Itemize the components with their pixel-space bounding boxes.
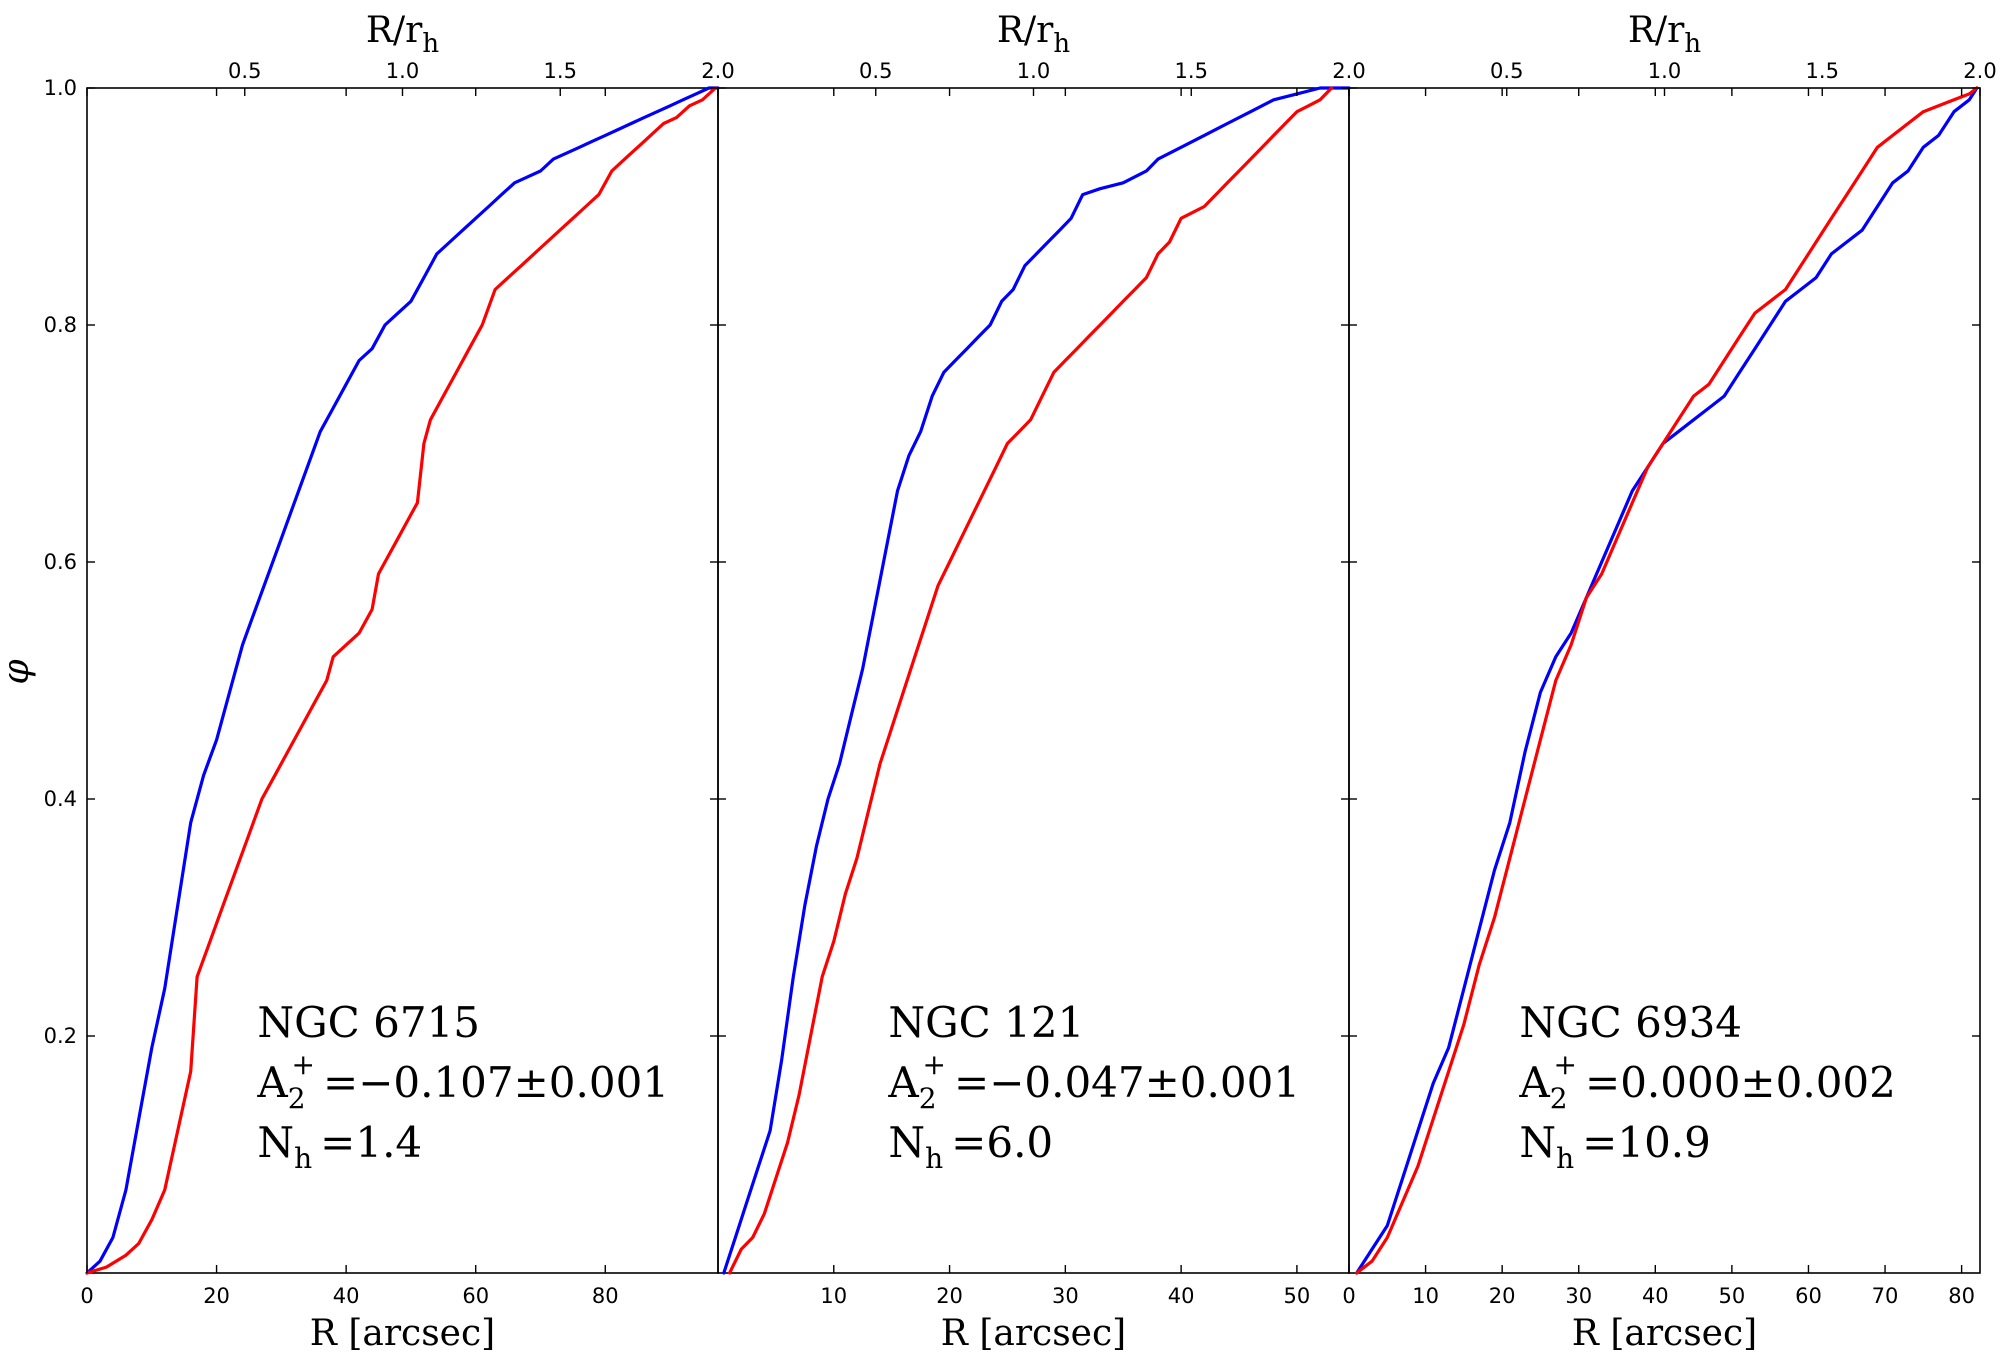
a2-symbol: A — [256, 1058, 288, 1107]
top-x-tick-label: 1.0 — [1017, 59, 1050, 83]
nh-subscript: h — [1556, 1142, 1574, 1175]
x-tick-label: 50 — [1284, 1284, 1311, 1308]
top-x-axis-label-sub: h — [1053, 29, 1070, 59]
x-tick-label: 60 — [462, 1284, 489, 1308]
series-line-red-panel-1 — [85, 86, 718, 1275]
y-tick-label: 1.0 — [44, 76, 77, 100]
series-line-red-panel-3 — [1355, 86, 1979, 1275]
axis-layer: 0 20 40 60 800.5 1.0 1.5 2.00.20.40.60.81.0R [a… — [44, 10, 1997, 1354]
top-x-axis-label-base: R/r — [1628, 10, 1685, 51]
a2-subscript: 2 — [288, 1082, 306, 1115]
a2-subscript: 2 — [1550, 1082, 1568, 1115]
a2-plus-value: A2+ =−0.107±0.001 — [256, 1048, 669, 1115]
series-line-blue-panel-1 — [85, 86, 720, 1275]
top-x-tick-label: 2.0 — [701, 59, 734, 83]
a2-plus-value: A2+ =0.000±0.002 — [1518, 1048, 1896, 1115]
top-x-axis-label-base: R/r — [366, 10, 423, 51]
cluster-name: NGC 121 — [888, 998, 1084, 1047]
top-x-tick-label: 1.5 — [1806, 59, 1839, 83]
top-x-tick-label: 2.0 — [1963, 59, 1996, 83]
a2-superscript: + — [1554, 1048, 1577, 1081]
x-tick-label: 40 — [1168, 1284, 1195, 1308]
top-x-tick-label: 0.5 — [1490, 59, 1523, 83]
x-tick-label: 80 — [592, 1284, 619, 1308]
nh-symbol: N — [257, 1118, 294, 1167]
y-tick-label: 0.4 — [44, 787, 77, 811]
top-x-axis-label-base: R/r — [997, 10, 1054, 51]
a2-superscript: + — [292, 1048, 315, 1081]
a2-symbol: A — [1518, 1058, 1550, 1107]
x-tick-label: 30 — [1052, 1284, 1079, 1308]
top-x-tick-label: 0.5 — [228, 59, 261, 83]
x-tick-label: 80 — [1948, 1284, 1975, 1308]
plot-layer — [85, 86, 1979, 1275]
a2-subscript: 2 — [919, 1082, 937, 1115]
x-tick-label: 70 — [1872, 1284, 1899, 1308]
x-axis-label: R [arcsec] — [1572, 1313, 1757, 1352]
x-tick-label: 10 — [1412, 1284, 1439, 1308]
y-tick-label: 0.8 — [44, 313, 77, 337]
nh-value-text: =1.4 — [320, 1118, 422, 1167]
top-x-tick-label: 0.5 — [859, 59, 892, 83]
x-axis-label: R [arcsec] — [941, 1313, 1126, 1352]
a2-superscript: + — [923, 1048, 946, 1081]
cluster-name: NGC 6934 — [1519, 998, 1742, 1047]
nh-value: Nh =10.9 — [1519, 1118, 1711, 1175]
top-x-axis-label: R/rh — [1628, 10, 1701, 59]
top-x-tick-label: 1.0 — [1648, 59, 1681, 83]
nh-symbol: N — [888, 1118, 925, 1167]
x-tick-label: 20 — [203, 1284, 230, 1308]
x-tick-label: 10 — [820, 1284, 847, 1308]
top-x-tick-label: 1.0 — [386, 59, 419, 83]
cluster-name: NGC 6715 — [257, 998, 480, 1047]
top-x-axis-label-sub: h — [1684, 29, 1701, 59]
top-x-tick-label: 1.5 — [1175, 59, 1208, 83]
x-tick-label: 0 — [80, 1284, 93, 1308]
x-tick-label: 20 — [936, 1284, 963, 1308]
x-tick-label: 40 — [333, 1284, 360, 1308]
x-tick-label: 40 — [1642, 1284, 1669, 1308]
a2-value: =−0.107±0.001 — [323, 1058, 669, 1107]
a2-plus-value: A2+ =−0.047±0.001 — [887, 1048, 1300, 1115]
a2-value: =−0.047±0.001 — [954, 1058, 1300, 1107]
nh-value-text: =6.0 — [951, 1118, 1053, 1167]
y-tick-label: 0.2 — [44, 1024, 77, 1048]
nh-value-text: =10.9 — [1582, 1118, 1711, 1167]
nh-value: Nh =6.0 — [888, 1118, 1053, 1175]
series-line-blue-panel-2 — [722, 86, 1351, 1275]
nh-subscript: h — [294, 1142, 312, 1175]
nh-symbol: N — [1519, 1118, 1556, 1167]
x-axis-label: R [arcsec] — [310, 1313, 495, 1352]
nh-value: Nh =1.4 — [257, 1118, 422, 1175]
x-tick-label: 0 — [1342, 1284, 1355, 1308]
nh-subscript: h — [925, 1142, 943, 1175]
y-axis-label: φ — [0, 659, 37, 685]
y-tick-label: 0.6 — [44, 550, 77, 574]
x-tick-label: 20 — [1489, 1284, 1516, 1308]
x-tick-label: 50 — [1719, 1284, 1746, 1308]
a2-value: =0.000±0.002 — [1585, 1058, 1896, 1107]
top-x-tick-label: 2.0 — [1332, 59, 1365, 83]
a2-symbol: A — [887, 1058, 919, 1107]
top-x-tick-label: 1.5 — [544, 59, 577, 83]
top-x-axis-label-sub: h — [422, 29, 439, 59]
top-x-axis-label: R/rh — [366, 10, 439, 59]
series-line-blue-panel-3 — [1355, 86, 1979, 1275]
x-tick-label: 30 — [1565, 1284, 1592, 1308]
x-tick-label: 60 — [1795, 1284, 1822, 1308]
series-line-red-panel-2 — [727, 86, 1334, 1275]
top-x-axis-label: R/rh — [997, 10, 1070, 59]
